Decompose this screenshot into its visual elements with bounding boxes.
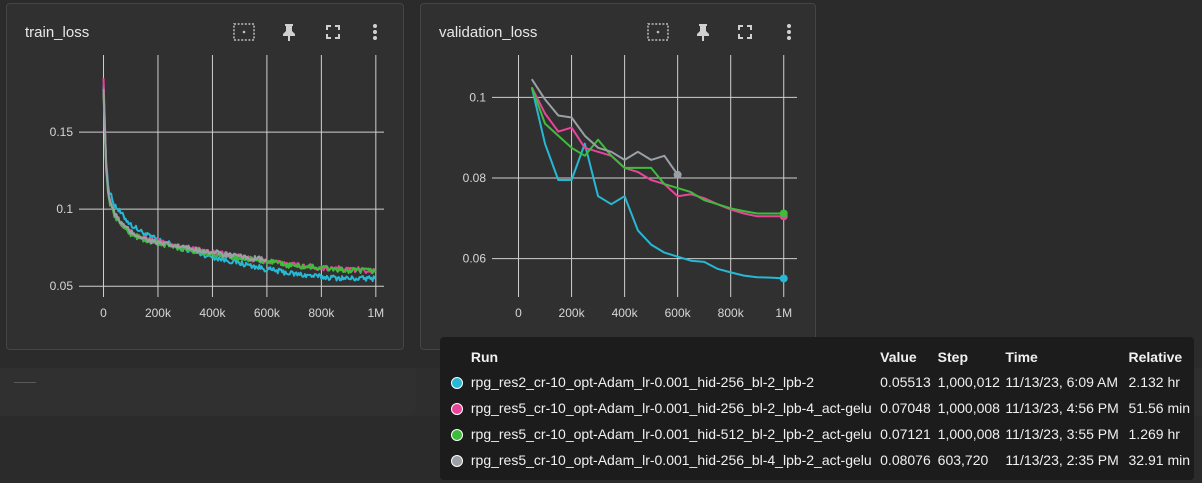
run-relative: 1.269 hr — [1128, 426, 1180, 442]
series-end-point — [779, 274, 788, 283]
train-loss-card: train_loss — [6, 3, 404, 350]
x-tick-label: 400k — [199, 306, 226, 320]
validation-loss-chart-svg[interactable]: 0 200k 400k 600k 800k 1M 0.06 0.08 0.1 — [420, 0, 810, 340]
run-color-dot — [451, 403, 464, 416]
background-strip-corner — [0, 368, 416, 416]
run-value: 0.08076 — [880, 452, 931, 468]
run-value: 0.07048 — [880, 400, 931, 416]
series-line — [102, 78, 376, 275]
tooltip-row: rpg_res5_cr-10_opt-Adam_lr-0.001_hid-512… — [448, 421, 1194, 447]
x-tick-label: 1M — [775, 306, 792, 320]
pin-icon[interactable] — [277, 20, 301, 44]
x-tick-label: 200k — [145, 306, 172, 320]
pin-icon[interactable] — [691, 20, 715, 44]
run-name: rpg_res5_cr-10_opt-Adam_lr-0.001_hid-512… — [470, 426, 872, 442]
validation-loss-card: validation_loss — [420, 3, 816, 350]
y-tick-label: 0.06 — [463, 252, 487, 266]
header-relative: Relative — [1128, 349, 1183, 365]
header-value: Value — [880, 349, 917, 365]
run-step: 603,720 — [937, 452, 989, 468]
tooltip-table: Run Value Step Time Relative rpg_res2_cr… — [448, 345, 1194, 473]
x-tick-label: 0 — [515, 306, 522, 320]
series-line — [530, 86, 784, 215]
y-tick-label: 0.1 — [56, 202, 73, 216]
run-step: 1,000,008 — [937, 426, 1000, 442]
y-tick-label: 0.15 — [50, 125, 74, 139]
series-line — [530, 87, 784, 280]
validation-loss-chart[interactable]: 0 200k 400k 600k 800k 1M 0.06 0.08 0.1 — [420, 0, 810, 345]
y-tick-label: 0.1 — [469, 90, 486, 104]
series-line — [530, 86, 784, 218]
header-run: Run — [470, 349, 499, 365]
x-tick-label: 200k — [559, 306, 586, 320]
tooltip-row: rpg_res5_cr-10_opt-Adam_lr-0.001_hid-256… — [448, 447, 1194, 473]
header-step: Step — [937, 349, 968, 365]
run-value: 0.05513 — [880, 374, 931, 390]
header-time: Time — [1005, 349, 1038, 365]
x-tick-label: 400k — [612, 306, 639, 320]
run-step: 1,000,012 — [937, 374, 1000, 390]
y-tick-label: 0.05 — [50, 279, 74, 293]
series-line — [102, 93, 377, 275]
series-line — [102, 85, 377, 283]
run-name: rpg_res5_cr-10_opt-Adam_lr-0.001_hid-256… — [470, 452, 872, 468]
run-name: rpg_res5_cr-10_opt-Adam_lr-0.001_hid-256… — [470, 400, 872, 416]
run-color-dot — [451, 455, 464, 468]
more-vert-icon[interactable] — [777, 20, 801, 44]
run-time: 11/13/23, 3:55 PM — [1005, 426, 1119, 442]
series-end-point — [779, 209, 788, 218]
run-step: 1,000,008 — [937, 400, 1000, 416]
run-color-dot — [451, 429, 464, 442]
card-title: validation_loss — [439, 24, 538, 41]
run-color-dot — [451, 377, 464, 390]
run-time: 11/13/23, 2:35 PM — [1005, 452, 1119, 468]
fullscreen-icon[interactable] — [321, 20, 345, 44]
x-tick-label: 1M — [367, 306, 384, 320]
tooltip-row: rpg_res5_cr-10_opt-Adam_lr-0.001_hid-256… — [448, 395, 1194, 421]
y-tick-label: 0.08 — [463, 171, 487, 185]
x-tick-label: 0 — [100, 306, 107, 320]
run-name: rpg_res2_cr-10_opt-Adam_lr-0.001_hid-256… — [470, 374, 815, 390]
run-time: 11/13/23, 4:56 PM — [1005, 400, 1119, 416]
tooltip-header-row: Run Value Step Time Relative — [448, 345, 1194, 369]
x-tick-label: 800k — [718, 306, 745, 320]
fit-domain-icon[interactable] — [232, 20, 256, 44]
train-loss-chart[interactable]: 0 200k 400k 600k 800k 1M 0.05 0.1 0.15 — [0, 0, 400, 345]
more-vert-icon[interactable] — [363, 20, 387, 44]
card-title: train_loss — [25, 24, 90, 41]
run-value: 0.07121 — [880, 426, 931, 442]
series-end-point — [673, 170, 682, 179]
fit-domain-icon[interactable] — [646, 20, 670, 44]
train-loss-chart-svg[interactable]: 0 200k 400k 600k 800k 1M 0.05 0.1 0.15 — [0, 0, 400, 340]
divider — [14, 382, 36, 383]
x-tick-label: 600k — [665, 306, 692, 320]
run-time: 11/13/23, 6:09 AM — [1005, 374, 1119, 390]
chart-tooltip: Run Value Step Time Relative rpg_res2_cr… — [440, 337, 1194, 480]
run-relative: 2.132 hr — [1128, 374, 1180, 390]
run-relative: 32.91 min — [1128, 452, 1190, 468]
series-line — [102, 88, 267, 263]
series-line — [530, 78, 679, 176]
run-relative: 51.56 min — [1128, 400, 1190, 416]
x-tick-label: 600k — [254, 306, 281, 320]
fullscreen-icon[interactable] — [733, 20, 757, 44]
tooltip-row: rpg_res2_cr-10_opt-Adam_lr-0.001_hid-256… — [448, 369, 1194, 395]
header-color — [448, 345, 471, 369]
x-tick-label: 800k — [308, 306, 335, 320]
